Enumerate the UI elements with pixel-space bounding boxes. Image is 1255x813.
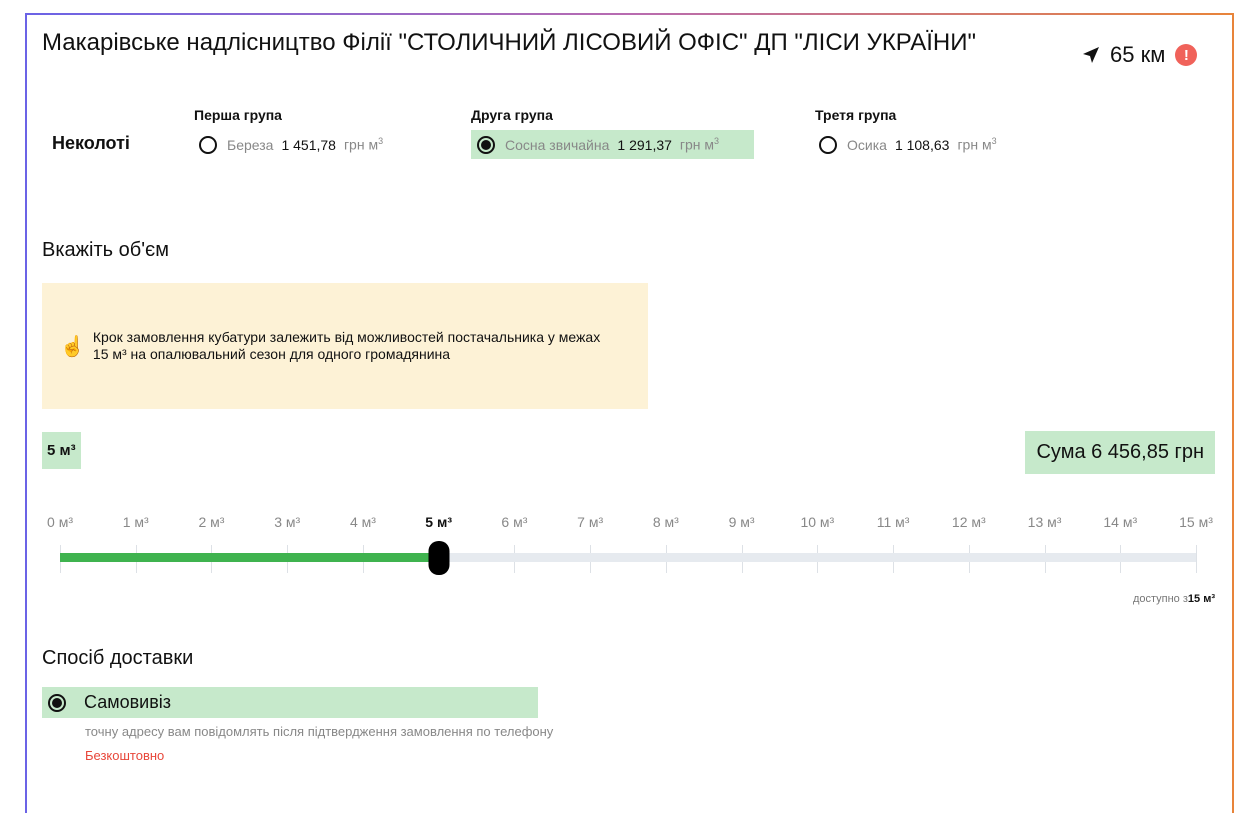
slider-tick-label[interactable]: 14 м³ (1103, 514, 1138, 530)
radio-icon[interactable] (819, 135, 837, 154)
slider-tick-label[interactable]: 11 м³ (876, 514, 910, 530)
slider-tick-label[interactable]: 1 м³ (122, 514, 149, 530)
page-title: Макарівське надлісництво Філії "СТОЛИЧНИ… (42, 29, 976, 56)
order-sum: Сума 6 456,85 грн (1025, 431, 1215, 474)
group-label: Перша група (194, 107, 282, 123)
slider-tick-label[interactable]: 8 м³ (652, 514, 679, 530)
delivery-note: точну адресу вам повідомлять після підтв… (85, 724, 554, 739)
delivery-option-pickup[interactable]: Самовивіз (42, 687, 538, 718)
wood-unit: грн м3 (957, 136, 997, 153)
exclamation-icon[interactable]: ! (1175, 44, 1198, 66)
slider-fill (60, 553, 439, 562)
wood-price: 1 451,78 (281, 136, 336, 153)
group-label: Третя група (815, 107, 897, 123)
wood-name: Сосна звичайна (505, 136, 610, 153)
slider-tick-label[interactable]: 12 м³ (951, 514, 986, 530)
wood-option-aspen[interactable]: Осика 1 108,63 грн м3 (813, 130, 1003, 159)
group-label: Друга група (471, 107, 553, 123)
delivery-heading: Спосіб доставки (42, 647, 194, 669)
slider-tick (1196, 545, 1197, 573)
wood-name: Береза (227, 136, 274, 153)
slider-track[interactable] (60, 553, 1196, 562)
wood-option-birch[interactable]: Береза 1 451,78 грн м3 (193, 130, 389, 159)
slider-tick-label[interactable]: 0 м³ (47, 514, 73, 530)
navigation-arrow-icon (1083, 47, 1099, 63)
slider-tick-label[interactable]: 6 м³ (501, 514, 528, 530)
slider-tick-label[interactable]: 4 м³ (349, 514, 376, 530)
wood-option-pine[interactable]: Сосна звичайна 1 291,37 грн м3 (471, 130, 754, 159)
radio-selected-icon[interactable] (48, 693, 66, 712)
available-volume: доступно з15 м³ (1132, 593, 1215, 605)
slider-tick-label[interactable]: 10 м³ (800, 514, 835, 530)
slider-tick-label[interactable]: 2 м³ (198, 514, 225, 530)
volume-note: ☝ Крок замовлення кубатури залежить від … (42, 283, 648, 409)
delivery-price: Безкоштовно (85, 748, 165, 763)
wood-unit: грн м3 (343, 136, 384, 153)
radio-icon[interactable] (199, 135, 217, 154)
distance-value: 65 км (1110, 42, 1166, 67)
radio-selected-icon[interactable] (477, 135, 495, 154)
selected-volume: 5 м³ (42, 432, 81, 469)
volume-heading: Вкажіть об'єм (42, 239, 169, 261)
volume-note-text: Крок замовлення кубатури залежить від мо… (92, 329, 601, 362)
delivery-option-label: Самовивіз (84, 692, 172, 712)
wood-kind: Неколоті (52, 133, 130, 153)
slider-tick-label[interactable]: 9 м³ (728, 514, 755, 530)
slider-thumb[interactable] (428, 541, 450, 575)
slider-tick-label[interactable]: 7 м³ (577, 514, 604, 530)
slider-tick-label[interactable]: 3 м³ (274, 514, 301, 530)
slider-tick-label[interactable]: 13 м³ (1027, 514, 1062, 530)
wood-price: 1 291,37 (617, 136, 672, 153)
wood-name: Осика (847, 136, 887, 153)
slider-tick-label[interactable]: 5 м³ (425, 514, 453, 530)
pointing-hand-icon: ☝ (60, 335, 85, 358)
wood-unit: грн м3 (679, 136, 720, 153)
distance: 65 км ! (1082, 42, 1198, 68)
slider-tick-label[interactable]: 15 м³ (1179, 514, 1213, 530)
wood-price: 1 108,63 (894, 136, 950, 153)
